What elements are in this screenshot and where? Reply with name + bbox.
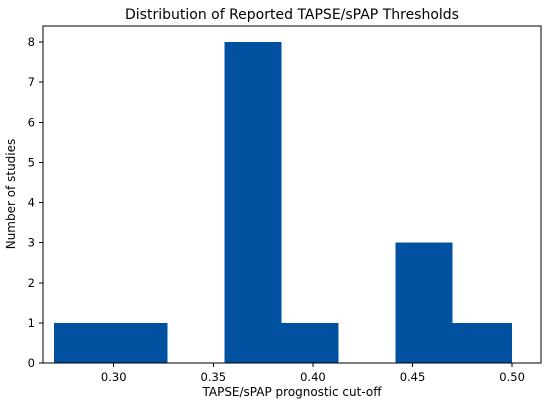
y-tick-label-1: 1: [28, 316, 35, 330]
histogram-bar-3: [224, 42, 282, 364]
y-tick-label-6: 6: [28, 115, 35, 129]
y-tick-label-2: 2: [28, 276, 35, 290]
x-tick-label-1: 0.35: [201, 370, 227, 384]
histogram-bar-0: [53, 322, 111, 363]
y-tick-label-8: 8: [28, 35, 35, 49]
x-tick-label-4: 0.50: [499, 370, 525, 384]
x-tick-label-0: 0.30: [101, 370, 127, 384]
histogram-bar-7: [452, 322, 513, 363]
x-axis-label: TAPSE/sPAP prognostic cut-off: [201, 385, 382, 399]
plot-frame: [42, 25, 542, 364]
y-axis-ticks: 0 1 2 3 4 5 6 7 8: [28, 35, 43, 370]
y-tick-label-3: 3: [28, 236, 35, 250]
y-tick-label-7: 7: [28, 75, 35, 89]
bars-layer: [53, 42, 513, 364]
y-tick-label-5: 5: [28, 155, 35, 169]
y-axis-label: Number of studies: [4, 139, 18, 250]
histogram-bar-1: [110, 322, 168, 363]
y-tick-label-0: 0: [28, 356, 35, 370]
x-tick-label-2: 0.40: [300, 370, 326, 384]
y-tick-label-4: 4: [28, 196, 35, 210]
histogram-bar-4: [281, 322, 339, 363]
x-axis-ticks: 0.30 0.35 0.40 0.45 0.50: [101, 363, 525, 384]
x-tick-label-3: 0.45: [400, 370, 426, 384]
chart-title: Distribution of Reported TAPSE/sPAP Thre…: [125, 7, 459, 23]
histogram-bar-6: [395, 242, 453, 363]
